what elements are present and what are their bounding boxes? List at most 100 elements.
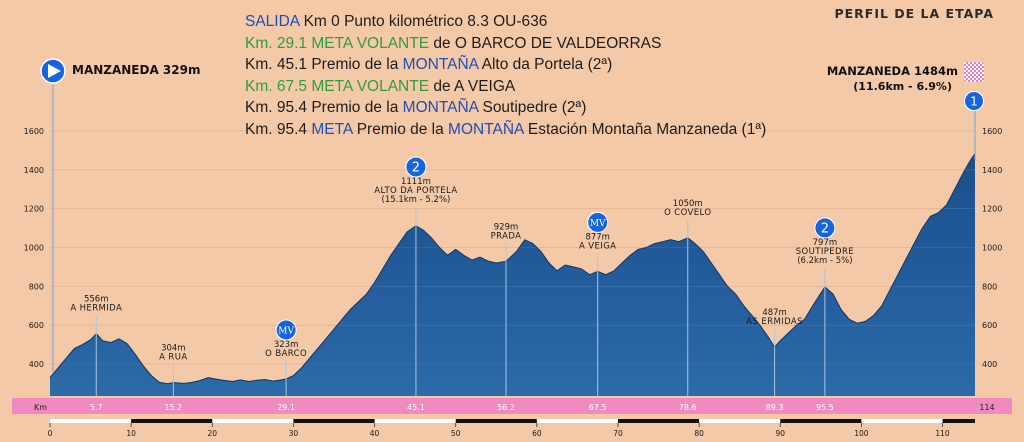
ruler-segment bbox=[617, 419, 700, 423]
finish-climb-detail: (11.6km - 6.9%) bbox=[853, 80, 952, 93]
summary-line-part: Soutipedre (2ª) bbox=[478, 99, 587, 117]
finish-category-label: 1 bbox=[970, 95, 978, 109]
point-elevation: 556m bbox=[84, 295, 109, 305]
point-elevation: 877m bbox=[585, 232, 610, 242]
summary-line-part: META bbox=[311, 121, 353, 138]
summary-line-part: Km. 95.4 Premio de la bbox=[245, 99, 403, 117]
x-tick-label: 100 bbox=[854, 429, 869, 438]
km-ruler-band bbox=[12, 398, 1012, 414]
y-tick-label: 1600 bbox=[24, 127, 44, 136]
point-elevation: 323m bbox=[274, 340, 299, 350]
start-label: MANZANEDA 329m bbox=[72, 63, 201, 77]
x-tick-label: 70 bbox=[613, 429, 623, 438]
point-badge-label: 2 bbox=[821, 221, 829, 236]
distance-ruler-segments bbox=[131, 419, 975, 423]
point-name: A VEIGA bbox=[579, 241, 616, 251]
point-elevation: 304m bbox=[161, 344, 186, 354]
km-marks: 5.7 15.2 29.1 45.1 56.2 67.5 78.6 89.3 95.5 114 bbox=[90, 403, 995, 412]
km-mark-label: 29.1 bbox=[277, 403, 295, 412]
summary-line: Km. 45.1 Premio de la MONTAÑA Alto da Po… bbox=[245, 55, 612, 75]
summary-line-part: Km. 95.4 bbox=[245, 121, 312, 138]
point-badge bbox=[814, 217, 836, 239]
x-tick-label: 30 bbox=[289, 429, 299, 438]
point-name: O COVELO bbox=[664, 208, 711, 218]
point-drop-lines bbox=[95, 207, 826, 396]
point-elevation: 929m bbox=[494, 222, 519, 232]
point-badge-label: MV bbox=[278, 326, 294, 336]
km-mark-label: 15.2 bbox=[164, 403, 182, 412]
y-tick-label: 1400 bbox=[982, 166, 1002, 175]
y-tick-label: 1200 bbox=[982, 205, 1002, 214]
point-name: PRADA bbox=[491, 231, 522, 241]
x-tick-label: 10 bbox=[126, 429, 136, 438]
stage-title: PERFIL DE LA ETAPA bbox=[834, 6, 994, 21]
summary-line-part: Km 0 Punto kilométrico 8.3 OU-636 bbox=[299, 13, 548, 30]
ruler-segment bbox=[131, 419, 213, 423]
ruler-segment bbox=[293, 419, 375, 423]
point-badge bbox=[405, 156, 427, 178]
point-name: A HERMIDA bbox=[70, 304, 122, 314]
y-tick-label: 400 bbox=[982, 360, 997, 369]
start-arrow-glyph bbox=[48, 64, 61, 78]
point-name: ALTO DA PORTELA bbox=[374, 186, 457, 196]
x-tick-label: 80 bbox=[694, 429, 704, 438]
km-mark-label: 89.3 bbox=[766, 403, 784, 412]
point-climb-detail: (6.2km - 5%) bbox=[797, 256, 852, 266]
y-tick-label: 1600 bbox=[982, 127, 1002, 136]
finish-flag-icon bbox=[964, 62, 984, 82]
summary-line-part: Premio de la bbox=[352, 121, 449, 138]
y-axis-right: 400 600 800 1000 1200 1400 1600 bbox=[982, 127, 1002, 369]
point-name: O BARCO bbox=[265, 349, 307, 359]
x-tick-label: 90 bbox=[775, 429, 785, 438]
point-climb-detail: (15.1km - 5.2%) bbox=[382, 195, 451, 205]
km-mark-label: 45.1 bbox=[407, 403, 425, 412]
summary-line: Km. 95.4 Premio de la MONTAÑA Soutipedre… bbox=[245, 98, 586, 118]
summary-line: Km. 95.4 META Premio de la MONTAÑA Estac… bbox=[245, 120, 766, 140]
point-badges: MV 2 MV 2 bbox=[275, 156, 836, 341]
ruler-segment bbox=[780, 419, 862, 423]
y-tick-label: 600 bbox=[982, 321, 997, 330]
point-name: AS ERMIDAS bbox=[746, 317, 803, 327]
km-mark-label: 5.7 bbox=[90, 403, 103, 412]
ruler-segment bbox=[942, 419, 975, 423]
elevation-profile-edge bbox=[49, 153, 976, 385]
point-name: A RUA bbox=[159, 353, 187, 363]
y-tick-label: 1000 bbox=[24, 244, 44, 253]
x-tick-label: 20 bbox=[208, 429, 218, 438]
y-tick-label: 1400 bbox=[24, 166, 44, 175]
summary-line-part: Km. 29.1 META VOLANTE bbox=[245, 34, 430, 52]
elevation-profile-area bbox=[50, 153, 975, 396]
km-mark-label: 78.6 bbox=[679, 403, 697, 412]
summary-line-part: MONTAÑA bbox=[448, 121, 524, 138]
y-tick-label: 1000 bbox=[982, 244, 1002, 253]
summary-line: SALIDA Km 0 Punto kilométrico 8.3 OU-636 bbox=[245, 12, 547, 32]
summary-line: Km. 67.5 META VOLANTE de A VEIGA bbox=[245, 77, 515, 97]
y-tick-label: 800 bbox=[982, 282, 997, 291]
km-mark-label: 114 bbox=[979, 403, 994, 412]
y-tick-label: 800 bbox=[29, 282, 44, 291]
point-elevation: 797m bbox=[813, 238, 838, 248]
km-ruler-label: Km bbox=[34, 403, 47, 412]
km-mark-label: 67.5 bbox=[589, 403, 607, 412]
x-tick-label: 110 bbox=[935, 429, 950, 438]
summary-line-part: SALIDA bbox=[245, 13, 300, 30]
summary-line-part: Km. 67.5 META VOLANTE bbox=[245, 77, 430, 95]
summary-line-part: de O BARCO DE VALDEORRAS bbox=[429, 34, 662, 52]
summary-line-part: Alto da Portela (2ª) bbox=[478, 56, 613, 74]
ruler-segment bbox=[455, 419, 537, 423]
x-axis-ticks: 0 10 20 30 40 50 60 70 80 90 100 110 bbox=[48, 423, 950, 438]
point-elevation: 1050m bbox=[673, 199, 703, 209]
summary-line-part: de A VEIGA bbox=[429, 77, 516, 95]
x-tick-label: 40 bbox=[370, 429, 380, 438]
point-elevation: 487m bbox=[762, 308, 787, 318]
point-badge bbox=[275, 319, 297, 341]
x-tick-label: 60 bbox=[532, 429, 542, 438]
point-elevation: 1111m bbox=[401, 177, 431, 187]
y-axis-left: 400 600 800 1000 1200 1400 1600 bbox=[24, 127, 44, 369]
x-tick-label: 0 bbox=[48, 429, 53, 438]
km-mark-label: 56.2 bbox=[497, 403, 515, 412]
finish-category-badge bbox=[964, 91, 984, 111]
point-badge bbox=[587, 211, 609, 233]
